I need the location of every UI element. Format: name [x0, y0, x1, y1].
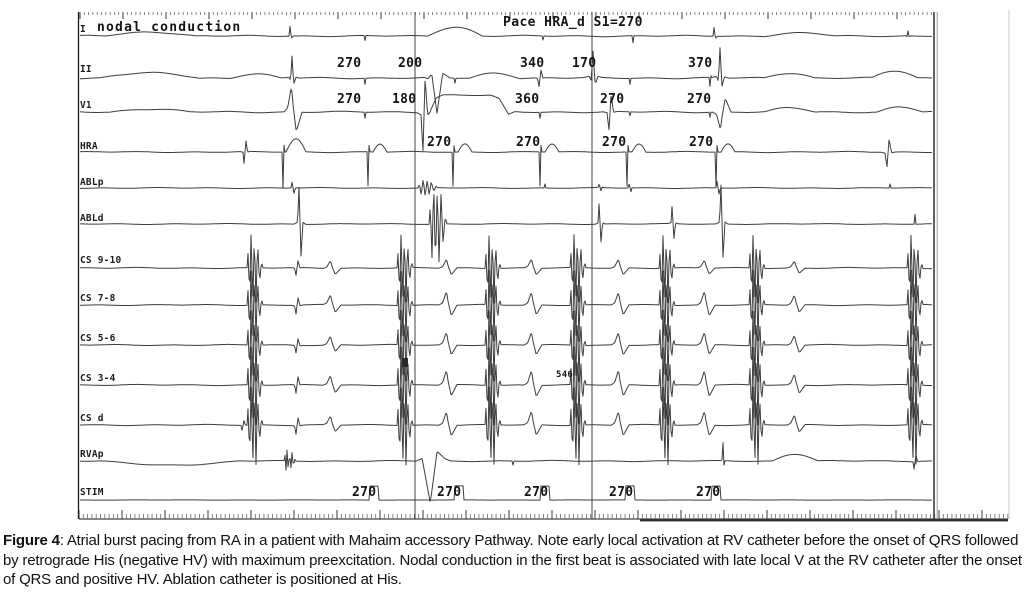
channel-label-cs-7-8: CS 7-8 [80, 293, 116, 304]
channel-label-i: I [80, 24, 86, 35]
trace-stim [80, 485, 932, 501]
trace-abld [79, 184, 932, 263]
figure-caption-text: : Atrial burst pacing from RA in a patie… [3, 532, 1022, 588]
caliper-marker-box [402, 358, 408, 367]
channel-label-stim: STIM [80, 487, 104, 498]
figure-caption: Figure 4: Atrial burst pacing from RA in… [0, 531, 1036, 590]
channel-label-abld: ABLd [80, 213, 104, 224]
annotation-text-2: 270 [337, 56, 361, 71]
top-ruler-major-ticks [79, 12, 898, 19]
channel-label-hra: HRA [80, 141, 98, 152]
channel-label-cs-5-6: CS 5-6 [80, 333, 116, 344]
annotation-text-13: 270 [516, 135, 540, 150]
trace-cs-d [80, 386, 932, 466]
trace-cs-9-10 [80, 234, 932, 304]
annotation-text-6: 370 [688, 56, 712, 71]
channel-label-cs-3-4: CS 3-4 [80, 373, 116, 384]
channel-label-cs-d: CS d [80, 413, 104, 424]
channel-label-ii: II [80, 64, 92, 75]
annotation-text-12: 270 [427, 135, 451, 150]
annotation-text-21: 546 [556, 370, 573, 380]
annotation-text-16: 270 [352, 485, 376, 500]
trace-ii [80, 47, 932, 114]
channel-label-ablp: ABLp [80, 177, 104, 188]
trace-rvap [79, 442, 932, 502]
annotation-text-7: 270 [337, 92, 361, 107]
annotation-text-11: 270 [687, 92, 711, 107]
ecg-tracing-panel: I II V1 HRA ABLp ABLd CS 9-10 CS 7-8 CS 5-6 CS 3-… [77, 10, 1010, 522]
channel-label-cs-9-10: CS 9-10 [80, 255, 122, 266]
trace-cs-5-6 [80, 309, 932, 383]
channel-label-v1: V1 [80, 100, 92, 111]
annotation-text-4: 340 [520, 56, 544, 71]
trace-v1 [79, 80, 932, 152]
trace-cs-7-8 [80, 269, 932, 343]
annotation-text-5: 170 [572, 56, 596, 71]
annotation-text-19: 270 [609, 485, 633, 500]
annotation-text-0: nodal conduction [97, 20, 241, 35]
annotation-text-9: 360 [515, 92, 539, 107]
trace-hra [80, 138, 932, 189]
bottom-ruler-minor-ticks [82, 514, 1009, 519]
annotation-text-8: 180 [392, 92, 416, 107]
trace-i [80, 25, 932, 44]
annotation-text-20: 270 [696, 485, 720, 500]
trace-ablp [80, 180, 932, 196]
annotation-text-17: 270 [437, 485, 461, 500]
annotation-text-1: Pace HRA_d S1=270 [503, 15, 643, 30]
trace-cs-3-4 [80, 346, 932, 426]
figure-caption-label: Figure 4 [3, 532, 60, 549]
annotation-text-3: 200 [398, 56, 422, 71]
annotation-text-10: 270 [600, 92, 624, 107]
annotation-text-15: 270 [689, 135, 713, 150]
annotation-text-18: 270 [524, 485, 548, 500]
annotation-text-14: 270 [602, 135, 626, 150]
channel-label-rvap: RVAp [80, 449, 104, 460]
top-ruler-minor-ticks [83, 12, 932, 15]
